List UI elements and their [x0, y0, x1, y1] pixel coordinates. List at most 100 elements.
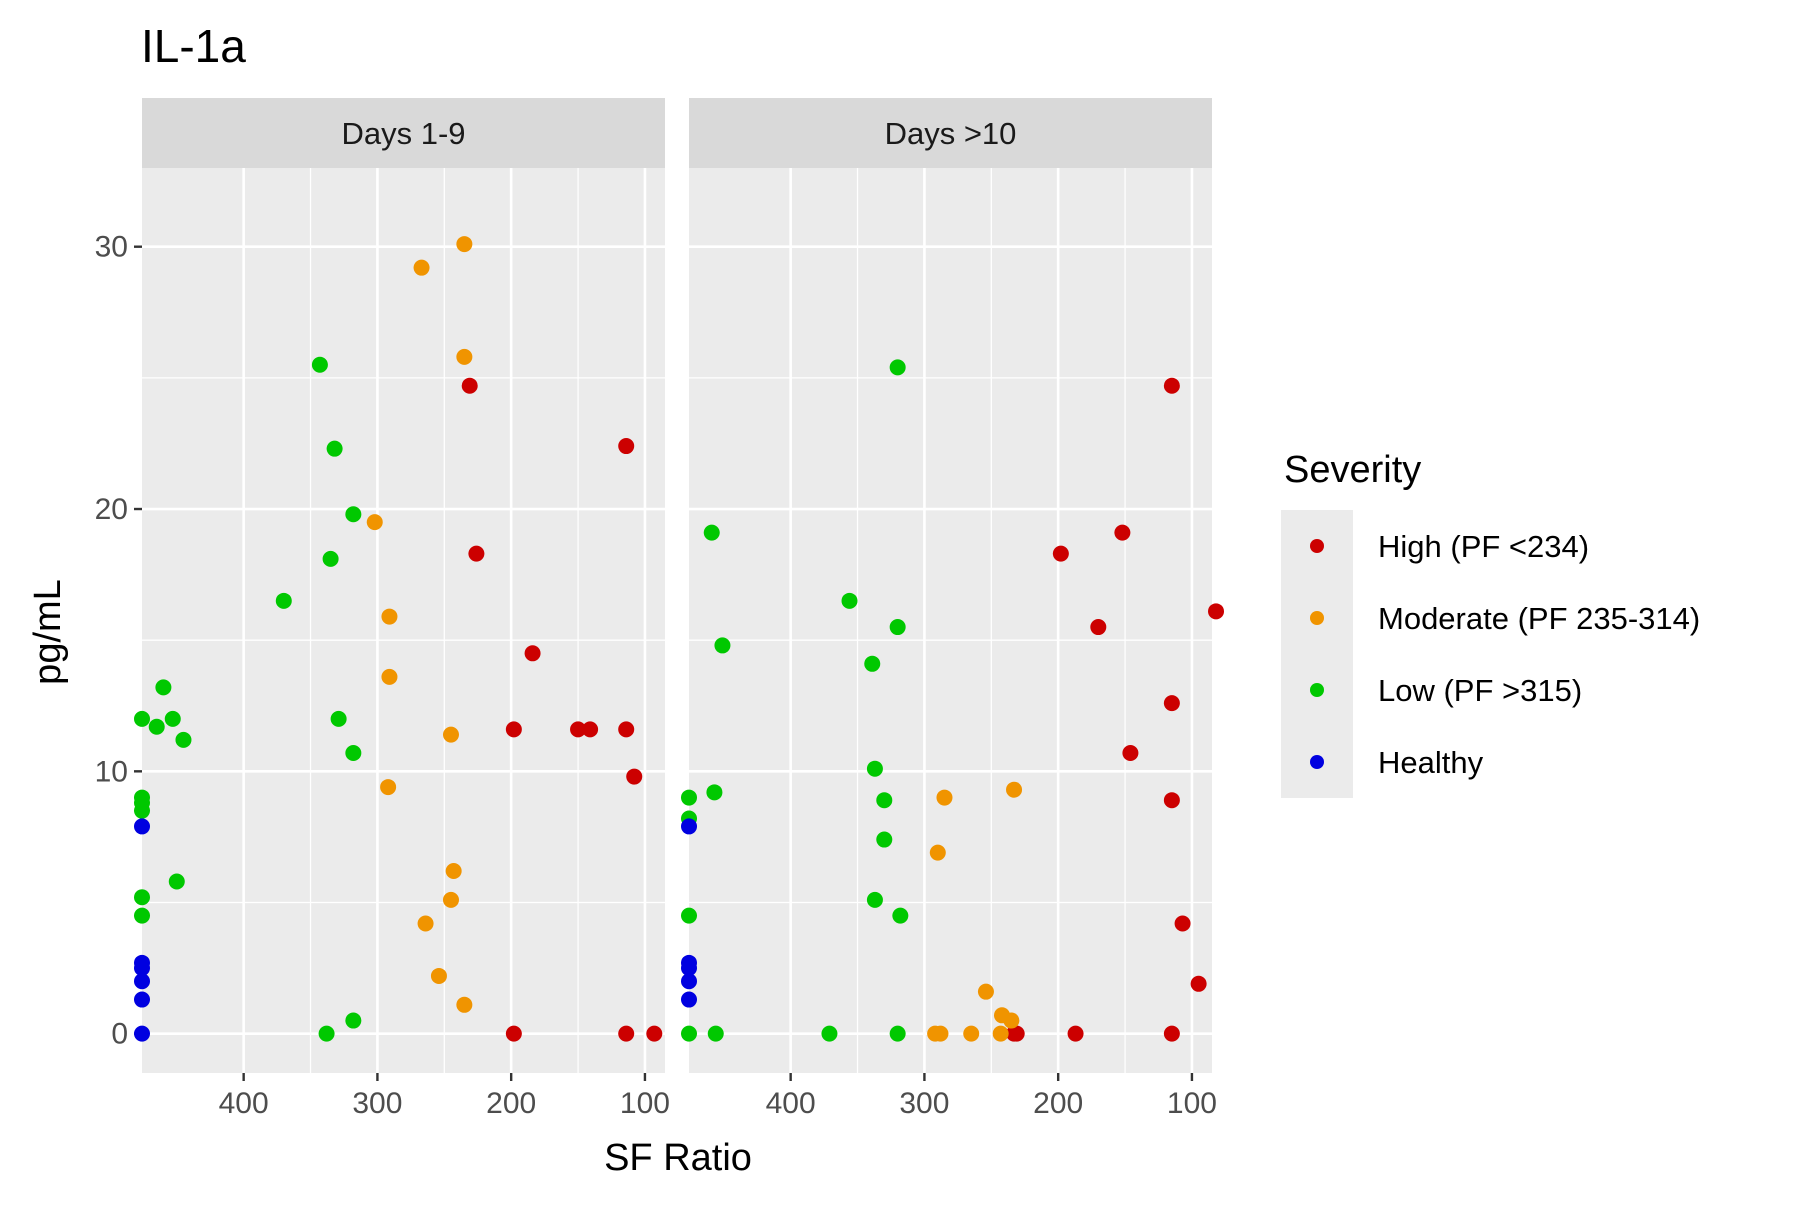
data-point: [326, 440, 343, 457]
data-point: [1190, 975, 1207, 992]
data-point: [1208, 603, 1225, 620]
data-point: [618, 721, 635, 738]
data-point: [706, 784, 723, 801]
legend-key: [1310, 683, 1324, 697]
y-tick-label: 30: [95, 231, 128, 264]
data-point: [134, 802, 150, 819]
data-point: [714, 637, 731, 654]
data-point: [681, 960, 697, 977]
data-point: [936, 789, 953, 806]
data-point: [929, 844, 946, 861]
data-point: [821, 1025, 838, 1042]
data-point: [134, 991, 150, 1008]
data-point: [841, 592, 858, 609]
data-point: [618, 1025, 635, 1042]
data-point: [681, 789, 697, 806]
data-point: [1174, 915, 1191, 932]
data-point: [963, 1025, 980, 1042]
data-point: [889, 619, 906, 636]
data-point: [148, 718, 165, 735]
facet-strip: [142, 98, 665, 168]
data-point: [703, 524, 720, 541]
data-point: [134, 710, 150, 727]
data-point: [866, 760, 883, 777]
data-point: [134, 973, 150, 990]
legend-key-background: [1281, 510, 1353, 798]
x-tick-label: 100: [620, 1087, 670, 1120]
data-point: [380, 779, 397, 796]
data-point: [322, 550, 339, 567]
data-point: [582, 721, 599, 738]
data-point: [707, 1025, 724, 1042]
facet-panel: Days >10 400 300 200 100: [681, 98, 1225, 1120]
data-point: [345, 1012, 362, 1029]
data-point: [175, 731, 192, 748]
facet-panel: Days 1-9 400 300 200 100 0 10 20 30: [95, 98, 670, 1120]
data-point: [889, 359, 906, 376]
data-point: [505, 721, 522, 738]
facet-panels: Days 1-9 400 300 200 100 0 10 20 30 Days >10 400 30…: [95, 98, 1225, 1120]
legend: Severity High (PF <234) Moderate (PF 235-…: [1281, 449, 1700, 798]
data-point: [866, 891, 883, 908]
legend-label: Moderate (PF 235-314): [1378, 601, 1700, 636]
data-point: [134, 818, 150, 835]
data-point: [1163, 377, 1180, 394]
data-point: [864, 655, 881, 672]
data-point: [155, 679, 172, 696]
data-point: [524, 645, 541, 662]
data-point: [1163, 695, 1180, 712]
x-tick-label: 200: [1033, 1087, 1083, 1120]
data-point: [318, 1025, 335, 1042]
y-axis-title: pg/mL: [27, 579, 69, 685]
data-point: [134, 960, 150, 977]
data-point: [430, 967, 447, 984]
data-point: [889, 1025, 906, 1042]
data-point: [456, 236, 473, 253]
data-point: [876, 831, 893, 848]
data-point: [168, 873, 185, 890]
data-point: [311, 356, 328, 373]
data-point: [505, 1025, 522, 1042]
legend-key: [1310, 539, 1324, 553]
chart-title: IL-1a: [141, 20, 246, 72]
data-point: [681, 907, 697, 924]
y-tick-label: 0: [111, 1018, 128, 1051]
data-point: [1003, 1012, 1020, 1029]
data-point: [977, 983, 994, 1000]
data-point: [892, 907, 909, 924]
legend-label: Healthy: [1378, 745, 1484, 780]
x-axis-title: SF Ratio: [604, 1137, 752, 1179]
plot-panel-background: [142, 168, 665, 1073]
data-point: [1090, 619, 1107, 636]
data-point: [1067, 1025, 1084, 1042]
legend-label: Low (PF >315): [1378, 673, 1582, 708]
legend-key: [1310, 611, 1324, 625]
y-tick-label: 20: [95, 493, 128, 526]
data-point: [927, 1025, 944, 1042]
facet-strip-label: Days >10: [885, 116, 1017, 151]
data-point: [345, 744, 362, 761]
data-point: [413, 259, 430, 276]
data-point: [134, 889, 150, 906]
x-tick-label: 400: [766, 1087, 816, 1120]
data-point: [681, 818, 697, 835]
data-point: [442, 891, 459, 908]
legend-title: Severity: [1284, 449, 1421, 491]
data-point: [445, 863, 462, 880]
data-point: [1163, 1025, 1180, 1042]
data-point: [1163, 792, 1180, 809]
data-point: [1122, 744, 1139, 761]
data-point: [442, 726, 459, 743]
x-tick-label: 300: [352, 1087, 402, 1120]
data-point: [275, 592, 292, 609]
x-tick-label: 100: [1167, 1087, 1217, 1120]
data-point: [381, 668, 398, 685]
data-point: [134, 1025, 150, 1042]
data-point: [461, 377, 478, 394]
data-point: [366, 514, 383, 531]
y-tick-label: 10: [95, 755, 128, 788]
data-point: [381, 608, 398, 625]
legend-label: High (PF <234): [1378, 529, 1589, 564]
